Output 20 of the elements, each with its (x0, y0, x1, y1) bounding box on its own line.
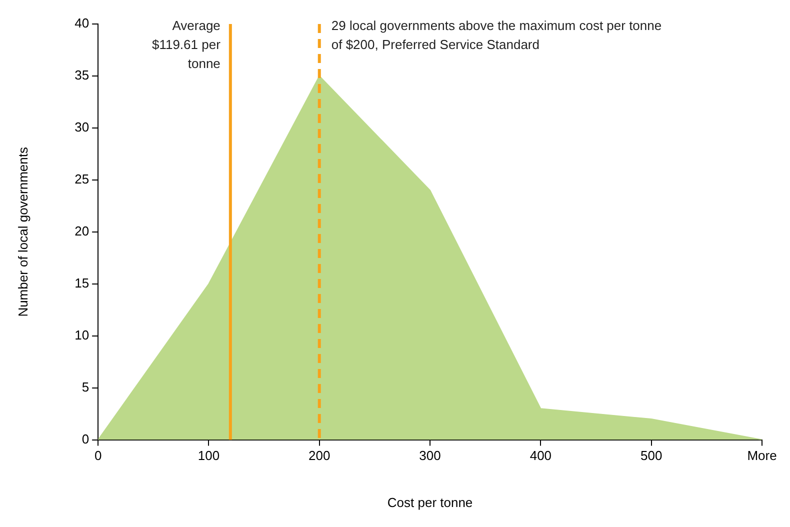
x-tick-label: 100 (198, 448, 220, 464)
x-tick-label: 0 (94, 448, 102, 464)
x-tick-label: 500 (640, 448, 662, 464)
y-tick-label: 15 (74, 275, 90, 290)
y-tick-label: 30 (74, 120, 90, 135)
y-tick-label: 40 (74, 16, 90, 31)
x-tick-label: 300 (419, 448, 441, 464)
y-tick-label: 35 (74, 68, 90, 83)
y-tick-label: 0 (82, 431, 90, 446)
x-tick-label: More (747, 448, 777, 464)
y-tick-label: 20 (74, 223, 90, 238)
x-axis-title: Cost per tonne (387, 494, 473, 510)
ref-line-label: Average $119.61 per tonne (152, 18, 222, 72)
x-tick-label: 200 (308, 448, 330, 464)
y-tick-label: 5 (82, 379, 90, 394)
ref-line-label: 29 local governments above the maximum cost per tonne of $200, Preferred Service Standard (331, 18, 662, 52)
y-axis-title: Number of local governments (15, 146, 30, 317)
y-tick-label: 10 (74, 327, 90, 342)
y-tick-label: 25 (74, 172, 90, 187)
x-tick-label: 400 (530, 448, 552, 464)
